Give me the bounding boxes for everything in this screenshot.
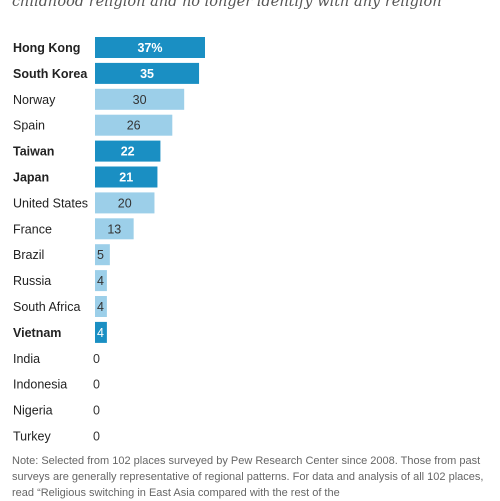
value-label: 37% <box>137 41 162 55</box>
value-label: 26 <box>127 119 141 133</box>
value-label: 13 <box>107 222 121 236</box>
bar <box>95 37 205 58</box>
value-label: 5 <box>97 248 104 262</box>
category-label: Indonesia <box>13 378 67 392</box>
value-label: 0 <box>93 352 100 366</box>
bar <box>95 166 158 188</box>
category-label: Brazil <box>13 248 44 262</box>
bar <box>95 114 173 136</box>
category-label: Spain <box>13 119 45 133</box>
category-label: United States <box>13 196 88 210</box>
value-label: 4 <box>97 326 104 340</box>
bar <box>95 62 200 84</box>
value-label: 0 <box>93 430 100 444</box>
value-label: 21 <box>119 171 133 185</box>
category-label: France <box>13 222 52 236</box>
bar <box>95 140 161 162</box>
value-label: 4 <box>97 300 104 314</box>
bar <box>95 244 110 266</box>
bar-chart: Hong Kong 37% South Korea 35 Norway 30 Spain 26… <box>13 37 205 444</box>
bar <box>95 88 185 110</box>
value-label: 0 <box>93 378 100 392</box>
bar <box>95 218 134 240</box>
category-label: South Korea <box>13 67 88 81</box>
value-label: 30 <box>133 93 147 107</box>
bar <box>95 321 107 343</box>
category-label: Norway <box>13 93 56 107</box>
bar <box>95 270 107 292</box>
bar <box>95 192 155 214</box>
category-label: Turkey <box>13 430 51 444</box>
value-label: 0 <box>93 404 100 418</box>
category-label: Nigeria <box>13 404 53 418</box>
value-label: 20 <box>118 196 132 210</box>
bar <box>95 296 107 317</box>
value-label: 35 <box>140 67 154 81</box>
category-label: Vietnam <box>13 326 61 340</box>
category-label: South Africa <box>13 300 80 314</box>
category-label: Taiwan <box>13 145 54 159</box>
chart-subtitle: childhood religion and no longer identif… <box>12 0 442 10</box>
category-label: India <box>13 352 40 366</box>
value-label: 4 <box>97 274 104 288</box>
category-label: Japan <box>13 171 49 185</box>
category-label: Hong Kong <box>13 41 80 55</box>
chart-note: Note: Selected from 102 places surveyed … <box>12 455 484 499</box>
category-label: Russia <box>13 274 51 288</box>
value-label: 22 <box>121 145 135 159</box>
